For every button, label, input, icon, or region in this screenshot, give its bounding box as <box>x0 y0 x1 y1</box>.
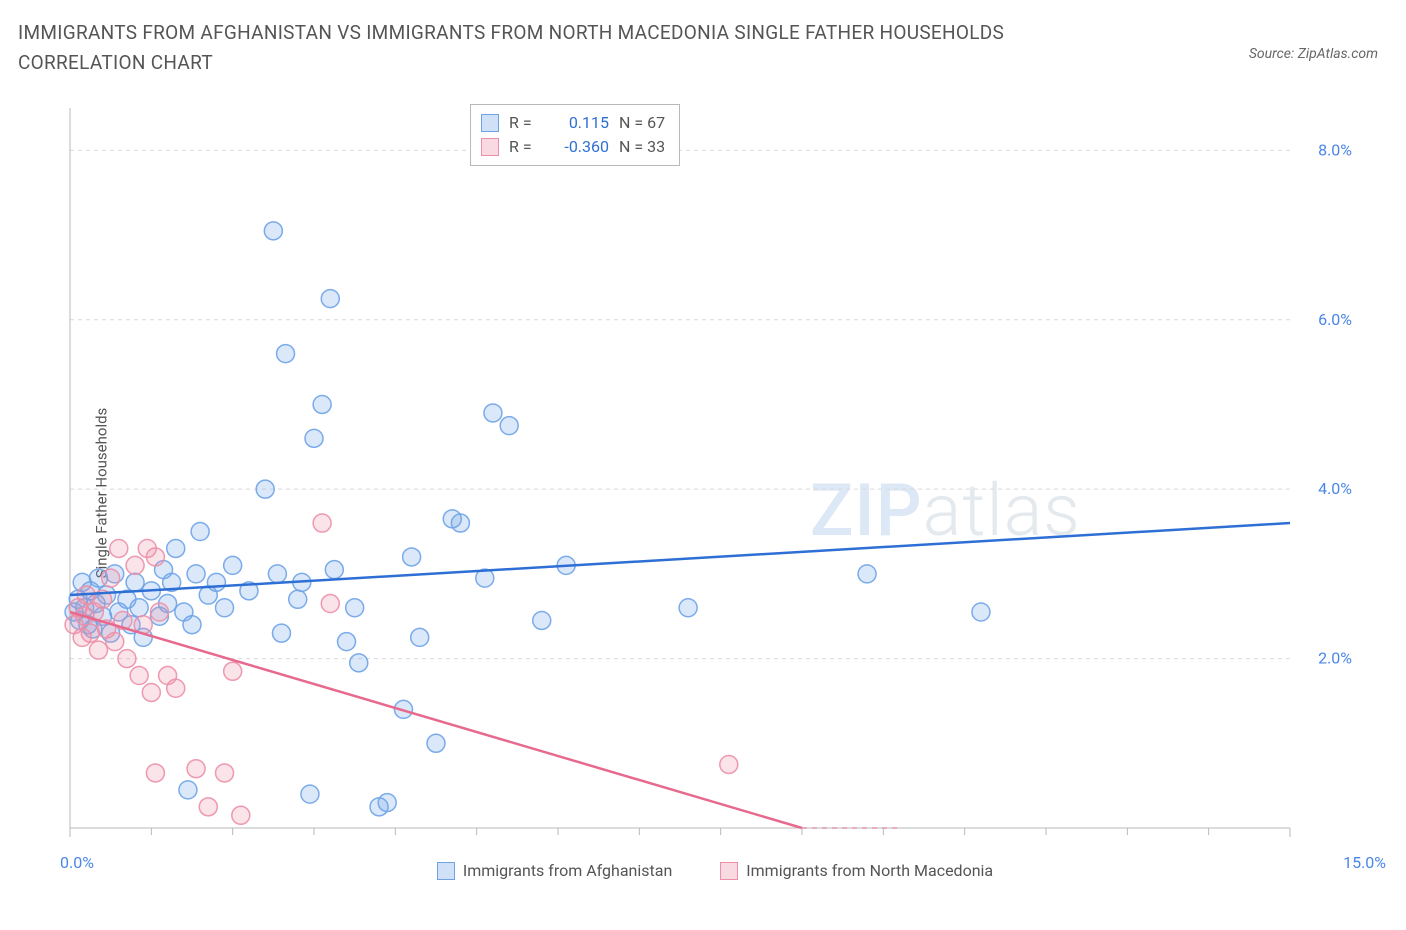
legend-n-2: N = 33 <box>619 135 665 159</box>
correlation-legend: R = 0.115 N = 67 R = -0.360 N = 33 <box>470 104 680 166</box>
legend-row-2: R = -0.360 N = 33 <box>481 135 665 159</box>
scatter-plot: 2.0% 4.0% 6.0% 8.0% <box>60 98 1360 858</box>
svg-text:2.0%: 2.0% <box>1318 649 1352 668</box>
legend-swatch-2 <box>481 138 499 156</box>
svg-text:4.0%: 4.0% <box>1318 479 1352 498</box>
legend-r-label-1: R = <box>509 111 539 135</box>
bottom-legend-item-2: Immigrants from North Macedonia <box>720 861 993 880</box>
bottom-legend: 0.0% Immigrants from Afghanistan Immigra… <box>50 861 1380 880</box>
legend-swatch-1 <box>481 114 499 132</box>
bottom-legend-swatch-2 <box>720 862 738 880</box>
legend-row-1: R = 0.115 N = 67 <box>481 111 665 135</box>
chart-title: IMMIGRANTS FROM AFGHANISTAN VS IMMIGRANT… <box>18 18 1118 79</box>
svg-text:6.0%: 6.0% <box>1318 310 1352 329</box>
x-max-label: 15.0% <box>1343 853 1386 872</box>
plot-area: Single Father Households ZIPatlas 2.0%4.… <box>50 98 1380 888</box>
legend-r-value-1: 0.115 <box>549 111 609 135</box>
header-row: IMMIGRANTS FROM AFGHANISTAN VS IMMIGRANT… <box>0 0 1406 79</box>
legend-r-value-2: -0.360 <box>549 135 609 159</box>
source-label: Source: ZipAtlas.com <box>1249 46 1378 62</box>
x-min-label: 0.0% <box>60 853 94 872</box>
bottom-legend-item-1: Immigrants from Afghanistan <box>437 861 672 880</box>
bottom-legend-swatch-1 <box>437 862 455 880</box>
bottom-legend-label-1: Immigrants from Afghanistan <box>463 861 672 880</box>
legend-r-label-2: R = <box>509 135 539 159</box>
svg-text:8.0%: 8.0% <box>1318 140 1352 159</box>
bottom-legend-label-2: Immigrants from North Macedonia <box>746 861 993 880</box>
legend-n-1: N = 67 <box>619 111 665 135</box>
